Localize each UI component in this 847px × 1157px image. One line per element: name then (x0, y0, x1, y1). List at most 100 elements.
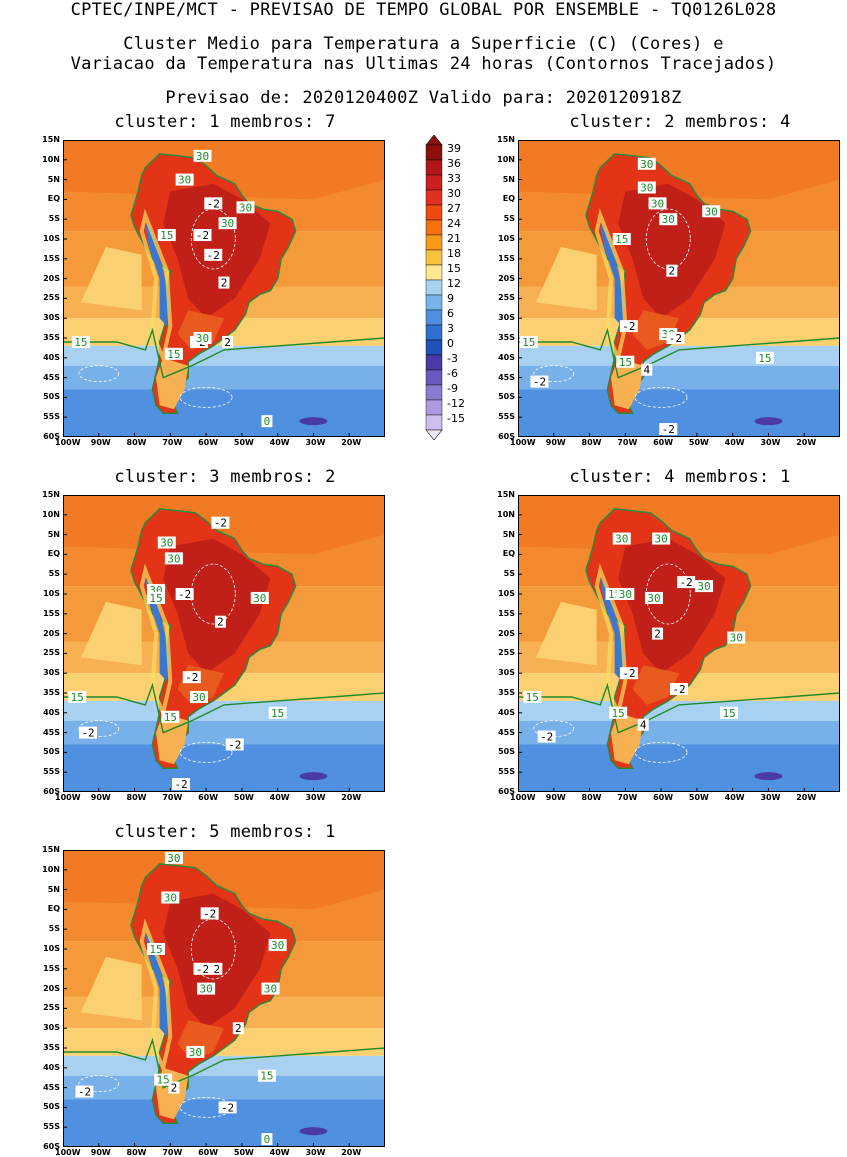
contour-value-label: 30 (637, 157, 656, 171)
contour-value-label: 30 (648, 197, 667, 210)
lat-label: 40S (498, 352, 515, 362)
colorbar-tick-label: 9 (447, 292, 454, 305)
lat-label: 5S (503, 569, 515, 579)
contour-value-label: 15 (755, 351, 774, 365)
hot-interior (163, 893, 271, 1029)
andes-gradient (139, 208, 173, 365)
contour-label-bg (175, 588, 194, 600)
contour-label-bg (211, 516, 230, 529)
contour-value-label: 0 (261, 1133, 273, 1146)
colorbar-tick-label: 18 (447, 247, 461, 260)
colorbar-swatch (425, 219, 443, 236)
lat-label: 55S (498, 412, 515, 422)
contour-label-text: 30 (662, 213, 675, 226)
lat-label: 10S (498, 589, 515, 598)
contour-15 (63, 327, 385, 379)
contour-value-label: 30 (236, 201, 255, 214)
contour-value-label: 2 (222, 335, 234, 349)
contour-label-text: -2 (680, 576, 693, 589)
contour-value-label: 30 (612, 532, 631, 546)
lat-label: 35S (43, 333, 60, 342)
lon-label: 40W (724, 438, 745, 447)
contour-label-text: 30 (192, 691, 205, 704)
temperature-band (63, 1055, 385, 1076)
lon-label: 30W (760, 793, 781, 802)
contour-label-text: 30 (271, 939, 284, 952)
contour-value-label: -2 (204, 197, 223, 210)
forecast-validity: Previsao de: 2020120400Z Valido para: 20… (165, 88, 682, 108)
temperature-band (518, 389, 840, 437)
contour-label-text: -2 (221, 1101, 234, 1114)
contour-label-bg (268, 706, 287, 719)
contour-label-text: -2 (622, 320, 635, 333)
dashed-contour (78, 365, 120, 383)
pampas-zone (632, 665, 679, 705)
contour-label-bg (250, 591, 269, 604)
colorbar-tick-label: -6 (447, 367, 458, 380)
colorbar-swatch (425, 339, 443, 356)
cool-current-band (80, 601, 142, 666)
contour-value-label: 4 (641, 363, 653, 377)
lat-label: 20S (498, 628, 515, 638)
colorbar-tick-label: -15 (447, 412, 465, 425)
contour-label-text: 30 (651, 197, 664, 210)
contour-label-text: -2 (178, 588, 191, 601)
lat-label: 15N (42, 490, 60, 499)
contour-value-label: -2 (193, 229, 212, 242)
map-frame (518, 495, 840, 792)
andes-cold-zone (600, 223, 626, 327)
lon-label: 80W (581, 793, 602, 802)
lat-label: 15S (498, 608, 515, 618)
contour-label-bg (268, 939, 287, 952)
map-frame (518, 140, 840, 437)
lat-label: 5S (503, 214, 515, 224)
contour-label-bg (619, 320, 638, 333)
contour-label-bg (666, 332, 685, 344)
contour-value-label: 15 (71, 335, 90, 349)
lon-label: 70W (162, 793, 183, 802)
temperature-band (63, 1099, 385, 1147)
contour-label-text: 15 (615, 233, 628, 246)
contour-label-text: -2 (185, 671, 198, 684)
contour-label-text: 15 (157, 1074, 170, 1087)
contour-label-text: 30 (178, 174, 191, 187)
contour-label-text: -2 (196, 229, 209, 242)
colorbar-swatch (425, 354, 443, 371)
cool-current-band (80, 246, 142, 311)
contour-value-label: 2 (232, 1022, 244, 1035)
contour-label-bg (147, 943, 166, 955)
lat-label: 10N (42, 509, 60, 519)
contour-value-label: 30 (193, 149, 212, 163)
contour-label-text: 30 (654, 533, 667, 546)
contour-label-text: 30 (196, 332, 209, 345)
contour-label-text: 30 (189, 1046, 202, 1059)
contour-label-bg (157, 229, 176, 242)
lon-label: 60W (653, 438, 674, 447)
lat-label: EQ (47, 194, 60, 204)
contour-label-text: 30 (167, 552, 180, 565)
lat-label: 15S (43, 963, 60, 973)
contour-label-text: 15 (526, 691, 539, 704)
contour-value-label: 15 (257, 1069, 276, 1083)
dashed-contour (179, 386, 233, 408)
contour-label-bg (236, 201, 255, 214)
contour-label-bg (164, 851, 183, 864)
contour-value-label: 15 (609, 706, 628, 720)
contour-15 (518, 327, 840, 379)
contour-label-bg (609, 706, 628, 719)
contour-label-text: -2 (662, 423, 675, 436)
lon-label: 60W (653, 793, 674, 802)
lat-label: 50S (43, 747, 60, 757)
cool-current-band (80, 956, 142, 1021)
contour-label-bg (616, 588, 635, 600)
contour-value-label: -2 (200, 907, 219, 920)
contour-label-bg (204, 197, 223, 210)
lat-label: EQ (47, 549, 60, 559)
dashed-contour (78, 1075, 120, 1093)
colorbar-tick-label: 21 (447, 232, 461, 245)
lat-label: 55S (43, 1122, 60, 1132)
contour-label-bg (666, 264, 678, 277)
lat-label: 40S (43, 1062, 60, 1072)
contour-label-text: -2 (672, 683, 685, 696)
